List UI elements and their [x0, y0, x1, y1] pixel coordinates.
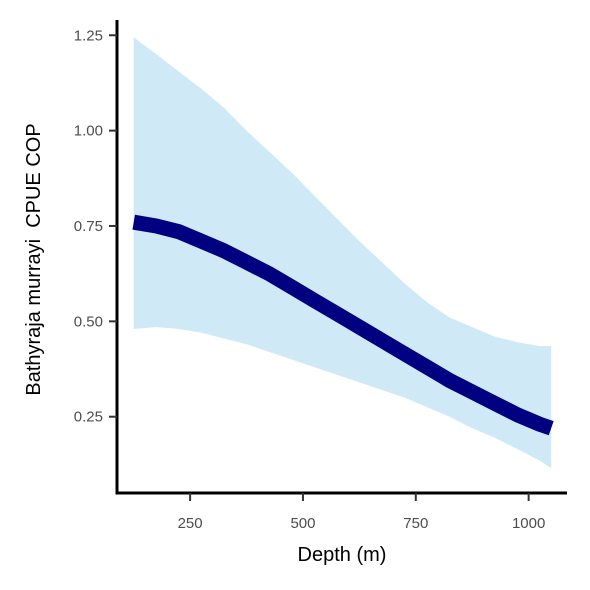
x-tick-label: 1000: [512, 515, 545, 532]
fitted-line: [132, 214, 554, 436]
y-tick-label: 0.25: [74, 409, 103, 426]
y-axis-title: Bathyraja murrayi CPUE COP: [23, 123, 45, 395]
x-tick-label: 250: [178, 515, 203, 532]
y-tick-label: 1.00: [74, 123, 103, 140]
y-tick-label: 0.50: [74, 313, 103, 330]
y-tick-label: 0.75: [74, 218, 103, 235]
y-tick-label: 1.25: [74, 27, 103, 44]
x-tick-label: 750: [403, 515, 428, 532]
x-axis-title: Depth (m): [298, 544, 387, 566]
x-tick-label: 500: [290, 515, 315, 532]
confidence-ribbon: [133, 37, 552, 469]
